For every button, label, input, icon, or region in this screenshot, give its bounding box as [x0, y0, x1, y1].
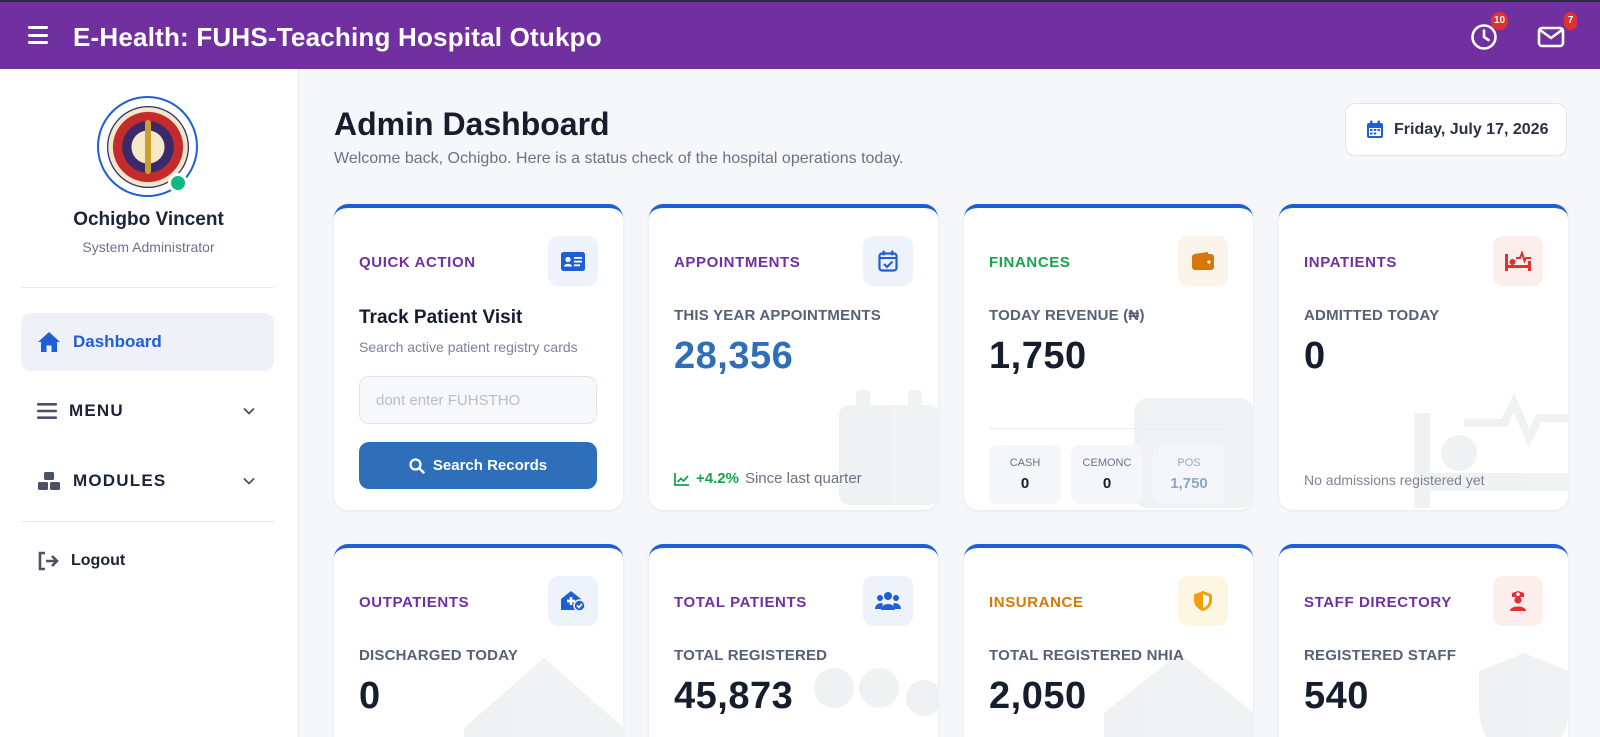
- staff-directory-card: STAFF DIRECTORY REGISTERED STAFF 540: [1279, 544, 1568, 737]
- staff-value: 540: [1304, 675, 1369, 717]
- list-icon: [37, 403, 57, 419]
- mail-icon[interactable]: 7: [1536, 12, 1577, 52]
- messages-badge: 7: [1564, 12, 1577, 30]
- search-icon: [409, 457, 425, 474]
- current-date: Friday, July 17, 2026: [1394, 120, 1549, 138]
- insurance-card: INSURANCE TOTAL REGISTERED NHIA 2,050: [964, 544, 1253, 737]
- revenue-breakdown: CASH 0 CEMONC 0 POS 1,750: [989, 428, 1227, 504]
- appointments-card: APPOINTMENTS THIS YEAR APPOINTMENTS 28,3…: [649, 204, 938, 510]
- sidebar-item-label: Dashboard: [73, 332, 162, 351]
- trend-value: +4.2%: [696, 470, 739, 487]
- nhia-value: 2,050: [989, 675, 1087, 717]
- card-label: INSURANCE: [989, 594, 1084, 611]
- house-medical-check-icon: [548, 576, 598, 626]
- trend-indicator: +4.2% Since last quarter: [674, 470, 862, 487]
- sidebar-item-label: MODULES: [73, 471, 167, 490]
- card-subtitle: TOTAL REGISTERED NHIA: [989, 647, 1185, 664]
- calendar-watermark-icon: [839, 390, 938, 505]
- outpatients-card: OUTPATIENTS DISCHARGED TODAY 0: [334, 544, 623, 737]
- inpatients-card: INPATIENTS ADMITTED TODAY 0 No admission…: [1279, 204, 1568, 510]
- online-status-dot: [168, 173, 188, 193]
- bed-pulse-icon: [1493, 236, 1543, 286]
- card-label: TOTAL PATIENTS: [674, 594, 807, 611]
- card-label: STAFF DIRECTORY: [1304, 594, 1452, 611]
- quick-action-title: Track Patient Visit: [359, 307, 523, 328]
- card-subtitle: TODAY REVENUE (₦): [989, 307, 1145, 324]
- users-icon: [863, 576, 913, 626]
- breakdown-value: 0: [1020, 475, 1030, 492]
- chevron-down-icon: [243, 477, 255, 485]
- user-nurse-icon: [1493, 576, 1543, 626]
- card-subtitle: REGISTERED STAFF: [1304, 647, 1457, 664]
- breakdown-label: CEMONC: [1082, 457, 1132, 469]
- house-watermark-icon: [464, 658, 623, 737]
- house-watermark-icon: [1104, 653, 1253, 737]
- appointments-value: 28,356: [674, 335, 794, 377]
- total-registered-value: 45,873: [674, 675, 794, 717]
- card-subtitle: DISCHARGED TODAY: [359, 647, 519, 664]
- user-role: System Administrator: [82, 239, 215, 255]
- sidebar: Ochigbo Vincent System Administrator Das…: [0, 69, 299, 737]
- app-title: E-Health: FUHS-Teaching Hospital Otukpo: [73, 22, 602, 52]
- calendar-check-icon: [863, 236, 913, 286]
- bed-pulse-watermark-icon: [1414, 393, 1568, 508]
- sidebar-divider: [21, 521, 274, 522]
- card-label: QUICK ACTION: [359, 254, 476, 271]
- sidebar-item-dashboard[interactable]: Dashboard: [21, 313, 274, 371]
- top-navbar: E-Health: FUHS-Teaching Hospital Otukpo …: [0, 0, 1600, 69]
- discharged-value: 0: [359, 675, 381, 717]
- sidebar-item-label: Logout: [71, 552, 126, 569]
- patient-search-input[interactable]: [359, 376, 597, 424]
- chart-line-up-icon: [674, 472, 689, 486]
- card-label: FINANCES: [989, 254, 1071, 271]
- card-label: OUTPATIENTS: [359, 594, 470, 611]
- page-subtitle: Welcome back, Ochigbo. Here is a status …: [334, 150, 904, 167]
- finances-card: FINANCES TODAY REVENUE (₦) 1,750 CASH 0 …: [964, 204, 1253, 510]
- card-subtitle: THIS YEAR APPOINTMENTS: [674, 307, 881, 324]
- calendar-icon: [1367, 120, 1383, 138]
- quick-action-subtitle: Search active patient registry cards: [359, 339, 578, 355]
- wallet-icon: [1178, 236, 1228, 286]
- card-label: INPATIENTS: [1304, 254, 1397, 271]
- page-title: Admin Dashboard: [334, 106, 610, 142]
- sidebar-item-menu[interactable]: MENU: [21, 382, 274, 440]
- clock-icon[interactable]: 10: [1469, 12, 1509, 52]
- sidebar-item-logout[interactable]: Logout: [21, 532, 274, 590]
- notification-badge: 10: [1491, 12, 1509, 30]
- hamburger-menu-icon[interactable]: [28, 26, 48, 44]
- chevron-down-icon: [243, 407, 255, 415]
- users-watermark-icon: [814, 668, 938, 716]
- sidebar-item-modules[interactable]: MODULES: [21, 452, 274, 510]
- shield-icon: [1178, 576, 1228, 626]
- pos-box: POS 1,750: [1153, 445, 1225, 504]
- cubes-icon: [38, 472, 60, 490]
- search-button-label: Search Records: [432, 457, 548, 474]
- admissions-note: No admissions registered yet: [1304, 472, 1485, 488]
- logout-icon: [38, 551, 59, 571]
- admitted-value: 0: [1304, 335, 1326, 377]
- sidebar-item-label: MENU: [69, 401, 124, 420]
- trend-note: Since last quarter: [744, 470, 862, 487]
- revenue-value: 1,750: [989, 335, 1087, 377]
- cash-box: CASH 0: [989, 445, 1061, 504]
- staff-watermark-icon: [1479, 653, 1568, 737]
- breakdown-label: CASH: [1009, 457, 1041, 469]
- home-icon: [38, 332, 60, 352]
- cemonc-box: CEMONC 0: [1071, 445, 1143, 504]
- card-label: APPOINTMENTS: [674, 254, 801, 271]
- breakdown-value: 0: [1102, 475, 1112, 492]
- id-card-icon: [548, 236, 598, 286]
- card-subtitle: ADMITTED TODAY: [1304, 307, 1440, 324]
- total-patients-card: TOTAL PATIENTS TOTAL REGISTERED 45,873: [649, 544, 938, 737]
- card-subtitle: TOTAL REGISTERED: [674, 647, 828, 664]
- sidebar-divider: [21, 287, 274, 288]
- search-records-button[interactable]: Search Records: [359, 442, 597, 489]
- breakdown-value: 1,750: [1170, 475, 1208, 492]
- date-chip: Friday, July 17, 2026: [1345, 103, 1567, 156]
- user-name: Ochigbo Vincent: [73, 209, 224, 230]
- breakdown-label: POS: [1177, 457, 1201, 469]
- quick-action-card: QUICK ACTION Track Patient Visit Search …: [334, 204, 623, 510]
